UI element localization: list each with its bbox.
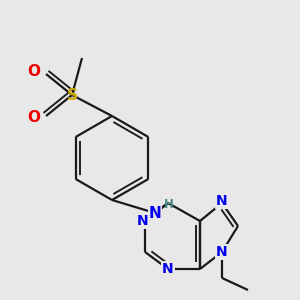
Text: N: N (162, 262, 174, 276)
Text: N: N (137, 214, 149, 228)
Text: H: H (164, 199, 174, 212)
Text: N: N (216, 245, 228, 259)
Text: O: O (28, 110, 40, 125)
Text: N: N (148, 206, 161, 220)
Text: S: S (67, 88, 77, 103)
Text: O: O (28, 64, 40, 80)
Text: N: N (216, 194, 228, 208)
